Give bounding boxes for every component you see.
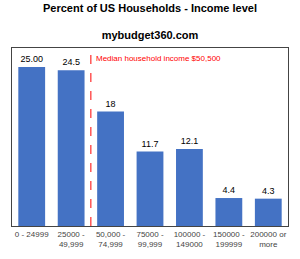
svg-text:200000 ormore: 200000 ormore	[250, 230, 286, 249]
svg-text:24.5: 24.5	[62, 57, 80, 67]
svg-text:100000 -149000: 100000 -149000	[174, 230, 206, 249]
svg-text:Median household income $50,50: Median household income $50,500	[96, 54, 221, 63]
svg-text:Percent of US Households - Inc: Percent of US Households - Income level	[43, 2, 257, 14]
svg-text:150000 -199999: 150000 -199999	[213, 230, 245, 249]
svg-text:18: 18	[106, 99, 116, 109]
svg-text:12.1: 12.1	[181, 136, 199, 146]
svg-text:25000 -49,999: 25000 -49,999	[58, 230, 85, 249]
svg-text:75000 -99,999: 75000 -99,999	[136, 230, 163, 249]
svg-text:4.4: 4.4	[223, 185, 236, 195]
svg-text:0 - 24999: 0 - 24999	[15, 230, 49, 239]
svg-text:50,000 -74,999: 50,000 -74,999	[96, 230, 126, 249]
svg-text:mybudget360.com: mybudget360.com	[102, 29, 199, 41]
svg-text:11.7: 11.7	[142, 139, 159, 149]
svg-text:25.00: 25.00	[20, 54, 43, 64]
svg-text:4.3: 4.3	[262, 186, 275, 196]
